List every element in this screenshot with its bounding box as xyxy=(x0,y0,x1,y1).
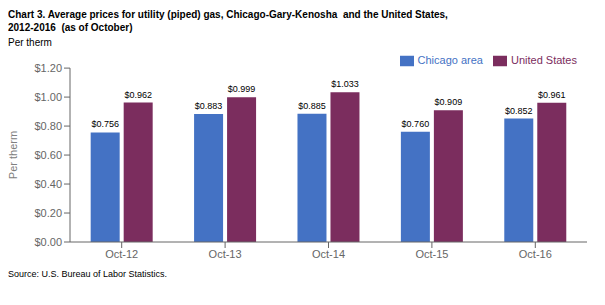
svg-text:Oct-13: Oct-13 xyxy=(209,248,242,260)
svg-text:$0.883: $0.883 xyxy=(195,101,223,111)
svg-text:$0.909: $0.909 xyxy=(435,97,463,107)
svg-text:Oct-16: Oct-16 xyxy=(519,248,552,260)
svg-text:$0.852: $0.852 xyxy=(505,106,533,116)
svg-text:$0.20: $0.20 xyxy=(34,207,62,219)
html-text:United States: United States xyxy=(511,54,577,66)
html-text:Per therm: Per therm xyxy=(8,37,52,48)
svg-text:Oct-14: Oct-14 xyxy=(312,248,345,260)
svg-text:Per therm: Per therm xyxy=(8,131,19,179)
svg-text:$1.20: $1.20 xyxy=(34,62,62,74)
svg-text:$0.756: $0.756 xyxy=(91,119,119,129)
svg-text:$0.80: $0.80 xyxy=(34,120,62,132)
svg-text:$0.760: $0.760 xyxy=(402,119,430,129)
svg-text:$0.885: $0.885 xyxy=(298,101,326,111)
svg-text:$0.999: $0.999 xyxy=(228,84,256,94)
svg-text:$0.962: $0.962 xyxy=(124,90,152,100)
svg-text:$1.00: $1.00 xyxy=(34,91,62,103)
html-text:Chicago area: Chicago area xyxy=(417,54,483,66)
html-text:Source: U.S. Bureau of Labor S: Source: U.S. Bureau of Labor Statistics. xyxy=(8,269,168,279)
html-text:2012-2016 (as of October): 2012-2016 (as of October) xyxy=(8,22,133,33)
svg-text:Oct-12: Oct-12 xyxy=(105,248,138,260)
svg-text:$1.033: $1.033 xyxy=(331,79,359,89)
svg-text:$0.40: $0.40 xyxy=(34,178,62,190)
html-text:Chart 3. Average prices for ut: Chart 3. Average prices for utility (pip… xyxy=(8,9,448,20)
svg-text:$0.60: $0.60 xyxy=(34,149,62,161)
svg-text:$0.00: $0.00 xyxy=(34,236,62,248)
svg-text:Oct-15: Oct-15 xyxy=(415,248,448,260)
svg-text:$0.961: $0.961 xyxy=(538,90,566,100)
